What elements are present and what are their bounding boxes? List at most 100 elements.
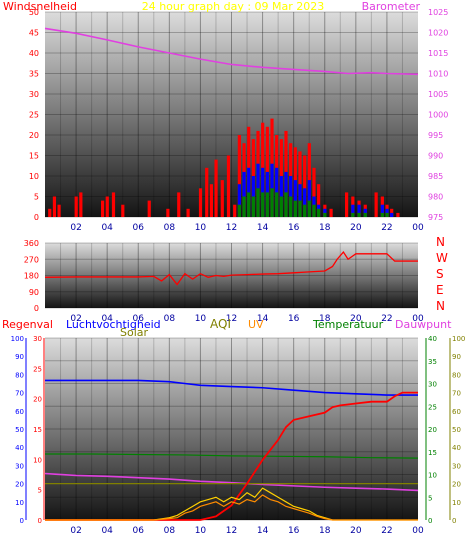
aqi-line	[45, 494, 418, 521]
humidity-y-tick-label: 15	[33, 426, 42, 434]
average-bar	[303, 204, 307, 217]
gust-bar	[166, 208, 170, 217]
wind-series	[44, 27, 419, 217]
uv-y-tick-label: 50	[452, 426, 461, 434]
average-bar	[270, 188, 274, 217]
rain-y-tick-label: 50	[15, 426, 24, 434]
gust-bar	[220, 180, 224, 217]
compass-label-e: E	[436, 283, 444, 297]
uv-y-tick-label: 30	[452, 462, 461, 470]
uv-y-tick-label: 40	[452, 444, 461, 452]
solar-axis-label: Solar	[120, 326, 149, 339]
uv-y-tick-label: 90	[452, 353, 461, 361]
gust-bar	[111, 192, 116, 217]
wind-bar	[307, 180, 311, 217]
rain-y-tick-label: 80	[15, 371, 24, 379]
average-bar	[251, 196, 255, 217]
direction-y-tick-label: 90	[29, 288, 39, 297]
temperature-y-tick-label: 15	[428, 449, 437, 457]
barometer-y-tick-label: 985	[428, 172, 443, 181]
wind-y-tick-label: 25	[29, 111, 39, 120]
average-bar	[323, 212, 327, 217]
x-tick-label: 10	[195, 526, 207, 536]
barometer-y-tick-label: 1015	[428, 49, 448, 58]
gust-bar	[147, 200, 151, 217]
rain-y-tick-label: 70	[15, 390, 24, 398]
average-bar	[247, 192, 251, 217]
humidity-y-tick-label: 30	[33, 335, 42, 343]
wind-bar	[357, 204, 361, 217]
x-tick-label: 04	[101, 526, 113, 536]
uv-y-tick-label: 80	[452, 371, 461, 379]
humidity-y-tick-label: 20	[33, 396, 42, 404]
x-tick-label: 18	[319, 314, 331, 324]
uv-y-tick-label: 70	[452, 390, 461, 398]
x-tick-label: 06	[133, 314, 145, 324]
average-bar	[256, 188, 260, 217]
barometer-y-tick-label: 980	[428, 193, 443, 202]
x-tick-label: 22	[381, 314, 392, 324]
wind-y-tick-label: 50	[29, 8, 39, 17]
gust-bar	[205, 167, 209, 217]
x-tick-label: 20	[350, 526, 362, 536]
temperature-y-tick-label: 0	[428, 517, 432, 525]
humidity-y-tick-label: 0	[38, 517, 42, 525]
x-tick-label: 00	[412, 314, 424, 324]
x-tick-label: 14	[257, 223, 269, 233]
wind-y-tick-label: 30	[29, 90, 39, 99]
average-bar	[298, 200, 302, 217]
x-tick-label: 04	[101, 223, 113, 233]
x-tick-label: 08	[164, 223, 176, 233]
temperature-y-tick-label: 5	[428, 494, 432, 502]
wind-y-tick-label: 0	[34, 213, 39, 222]
humidity-y-tick-label: 25	[33, 365, 42, 373]
uv-y-tick-label: 0	[452, 517, 456, 525]
gust-bar	[79, 192, 83, 217]
x-tick-label: 10	[195, 314, 207, 324]
gust-bar	[226, 155, 231, 217]
gust-bar	[105, 196, 109, 217]
wind-y-tick-label: 20	[29, 131, 39, 140]
x-tick-label: 16	[288, 526, 300, 536]
humidity-y-tick-label: 5	[38, 487, 42, 495]
x-tick-label: 02	[70, 526, 81, 536]
x-tick-label: 20	[350, 223, 362, 233]
x-tick-label: 00	[412, 526, 424, 536]
barometer-y-tick-label: 995	[428, 131, 443, 140]
axis-ticks: 02 04 06 08 10 12 14 16 18 20 22 000510152025303540…	[11, 8, 466, 536]
temperature-axis-label: Temperatuur	[312, 318, 384, 331]
gust-bar	[374, 192, 378, 217]
rain-y-tick-label: 60	[15, 408, 24, 416]
average-bar	[312, 204, 316, 217]
x-tick-label: 10	[195, 223, 207, 233]
x-tick-label: 12	[226, 314, 237, 324]
x-tick-label: 16	[288, 314, 300, 324]
gust-bar	[57, 204, 61, 217]
wind-y-tick-label: 45	[29, 29, 39, 38]
temperature-y-tick-label: 30	[428, 381, 437, 389]
wind-bar	[242, 171, 246, 217]
uv-y-tick-label: 20	[452, 481, 461, 489]
barometer-axis-label: Barometer	[362, 0, 421, 13]
gust-bar	[233, 204, 237, 217]
humidity-y-tick-label: 10	[33, 456, 42, 464]
x-tick-label: 06	[133, 526, 145, 536]
wind-bar	[237, 184, 241, 217]
x-tick-label: 00	[412, 223, 424, 233]
average-bar	[275, 192, 279, 217]
gust-bar	[186, 208, 190, 217]
gust-bar	[303, 155, 307, 217]
uv-axis-label: UV	[248, 318, 264, 331]
uv-y-tick-label: 100	[452, 335, 465, 343]
gust-bar	[317, 184, 321, 217]
compass-label-w: W	[436, 251, 448, 265]
uv-y-tick-label: 10	[452, 499, 461, 507]
average-bar	[265, 192, 269, 217]
x-tick-label: 08	[164, 526, 176, 536]
wind-bar	[351, 204, 355, 217]
gust-bar	[177, 192, 181, 217]
chart-title: 24 hour graph day : 09 Mar 2023	[142, 0, 325, 13]
wind-y-tick-label: 35	[29, 70, 39, 79]
gust-bar	[329, 208, 333, 217]
